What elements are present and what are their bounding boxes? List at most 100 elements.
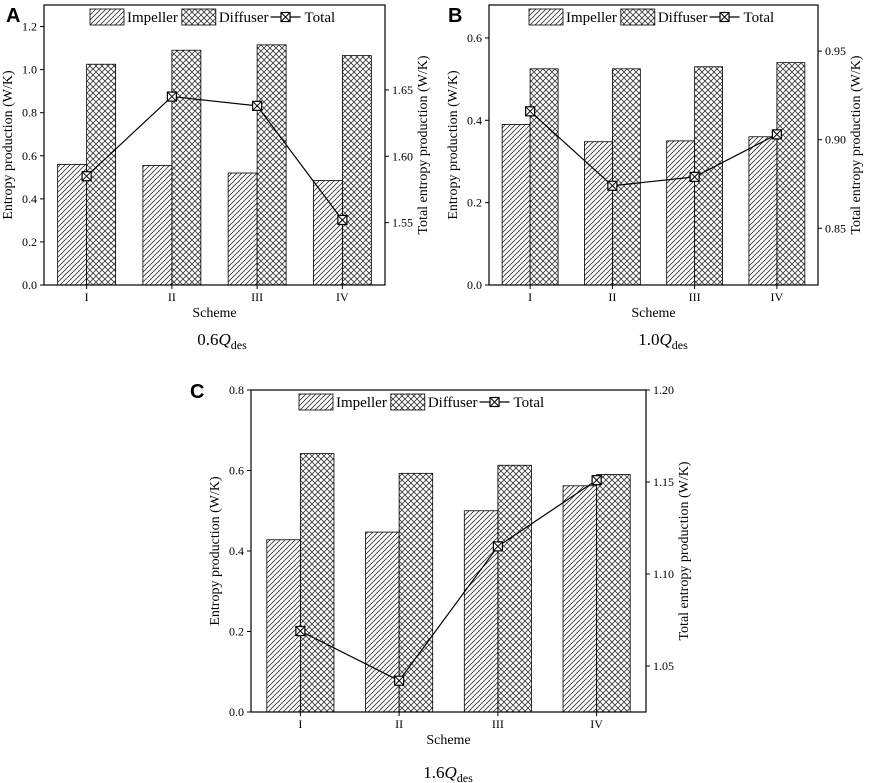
y-tick-label: 0.2 bbox=[229, 625, 244, 639]
bar-diffuser-III bbox=[497, 464, 532, 713]
y-axis-title: Entropy production (W/K) bbox=[208, 476, 223, 626]
legend: Impeller Diffuser Total bbox=[528, 8, 775, 26]
marker-total-I bbox=[295, 625, 306, 637]
series-line-total bbox=[300, 479, 597, 682]
caption-symbol: Q bbox=[444, 763, 456, 782]
y-tick-label: 1.0 bbox=[22, 63, 37, 77]
legend-label-total: Total bbox=[305, 10, 336, 26]
x-axis-title: Scheme bbox=[631, 306, 675, 321]
y-tick-label: 0.4 bbox=[22, 192, 37, 206]
panel-caption: 1.0Qdes bbox=[638, 330, 688, 352]
y-tick-label: 0.4 bbox=[229, 544, 244, 558]
caption-subscript: des bbox=[457, 771, 473, 783]
legend-label-impeller: Impeller bbox=[336, 395, 387, 411]
legend-swatch-impeller bbox=[89, 8, 125, 26]
marker-total-IV bbox=[591, 475, 602, 486]
caption-subscript: des bbox=[231, 338, 247, 352]
x-axis-title: Scheme bbox=[426, 733, 470, 748]
marker-total-I bbox=[81, 171, 92, 182]
legend-label-total: Total bbox=[514, 395, 545, 411]
x-tick-label: I bbox=[298, 717, 302, 731]
x-tick-label: II bbox=[395, 717, 403, 731]
marker-total-III bbox=[689, 171, 700, 182]
y2-tick-label: 1.60 bbox=[392, 149, 413, 163]
bar-impeller-II bbox=[584, 141, 613, 286]
y2-tick-label: 1.20 bbox=[653, 383, 674, 397]
legend-label-diffuser: Diffuser bbox=[428, 395, 478, 411]
y2-tick-label: 1.05 bbox=[653, 659, 674, 673]
bar-impeller-IV bbox=[748, 136, 778, 286]
marker-total-III bbox=[252, 100, 263, 111]
marker-total-II bbox=[607, 180, 618, 191]
caption-prefix: 1.0 bbox=[638, 330, 659, 349]
bar-impeller-II bbox=[142, 165, 173, 286]
chart-panel-b: BI II III IV0.00.20.40.60.850.900.95Entropy… bbox=[446, 4, 864, 352]
y-tick-label: 0.2 bbox=[22, 235, 37, 249]
legend-swatch-diffuser bbox=[390, 393, 426, 411]
panel-label: A bbox=[6, 5, 20, 27]
y-tick-label: 0.6 bbox=[467, 31, 482, 45]
legend-label-impeller: Impeller bbox=[127, 10, 178, 26]
legend-label-diffuser: Diffuser bbox=[219, 10, 269, 26]
marker-total-I bbox=[525, 106, 536, 117]
panel-caption: 1.6Qdes bbox=[423, 763, 473, 783]
y2-tick-label: 1.10 bbox=[653, 567, 674, 581]
bar-impeller-III bbox=[666, 140, 696, 286]
marker-total-III bbox=[492, 541, 503, 552]
panel-label: C bbox=[190, 381, 204, 403]
bar-impeller-IV bbox=[562, 485, 598, 713]
y2-tick-label: 1.15 bbox=[653, 475, 674, 489]
caption-subscript: des bbox=[672, 338, 688, 352]
y2-tick-label: 1.55 bbox=[392, 216, 413, 230]
bar-impeller-III bbox=[463, 510, 499, 713]
panel-caption: 0.6Qdes bbox=[197, 330, 247, 352]
plot-frame bbox=[488, 4, 819, 286]
x-tick-label: I bbox=[528, 290, 532, 304]
marker-total-II bbox=[394, 675, 405, 686]
y-tick-label: 0.8 bbox=[229, 383, 244, 397]
y2-tick-label: 0.95 bbox=[825, 44, 846, 58]
y-axis-title: Entropy production (W/K) bbox=[1, 70, 16, 220]
y2-tick-label: 1.65 bbox=[392, 83, 413, 97]
caption-symbol: Q bbox=[218, 330, 230, 349]
y2-axis-title: Total entropy production (W/K) bbox=[416, 55, 431, 234]
series-line-total bbox=[86, 95, 343, 221]
y-tick-label: 0.0 bbox=[22, 278, 37, 292]
y2-tick-label: 0.85 bbox=[825, 221, 846, 235]
x-tick-label: III bbox=[492, 717, 504, 731]
legend-label-diffuser: Diffuser bbox=[658, 10, 708, 26]
legend-label-total: Total bbox=[744, 10, 775, 26]
legend-swatch-impeller bbox=[298, 393, 334, 411]
bar-diffuser-IV bbox=[341, 55, 372, 286]
y-tick-label: 0.0 bbox=[467, 278, 482, 292]
y-tick-label: 0.6 bbox=[229, 464, 244, 478]
bar-diffuser-I bbox=[529, 68, 559, 286]
y2-tick-label: 0.90 bbox=[825, 133, 846, 147]
x-tick-label: I bbox=[85, 290, 89, 304]
bar-diffuser-II bbox=[171, 49, 202, 286]
y-tick-label: 0.4 bbox=[467, 113, 482, 127]
x-tick-label: II bbox=[168, 290, 176, 304]
series-line-total bbox=[529, 110, 778, 187]
bar-impeller-I bbox=[501, 124, 531, 286]
bar-diffuser-I bbox=[299, 453, 335, 713]
caption-prefix: 1.6 bbox=[423, 763, 444, 782]
legend-swatch-diffuser bbox=[181, 8, 217, 26]
plot-frame bbox=[43, 4, 386, 286]
y-tick-label: 0.0 bbox=[229, 705, 244, 719]
y-axis-title: Entropy production (W/K) bbox=[446, 70, 461, 220]
bar-diffuser-IV bbox=[596, 474, 631, 713]
bar-diffuser-II bbox=[611, 68, 641, 286]
legend: Impeller Diffuser Total bbox=[89, 8, 336, 26]
legend-label-impeller: Impeller bbox=[566, 10, 617, 26]
legend: Impeller Diffuser Total bbox=[298, 393, 545, 411]
x-tick-label: IV bbox=[336, 290, 349, 304]
y2-axis-title: Total entropy production (W/K) bbox=[677, 461, 692, 640]
x-tick-label: II bbox=[608, 290, 616, 304]
legend-swatch-diffuser bbox=[620, 8, 656, 26]
x-tick-label: IV bbox=[771, 290, 784, 304]
bar-diffuser-IV bbox=[776, 62, 806, 286]
marker-total-II bbox=[166, 91, 177, 102]
y-tick-label: 0.8 bbox=[22, 106, 37, 120]
